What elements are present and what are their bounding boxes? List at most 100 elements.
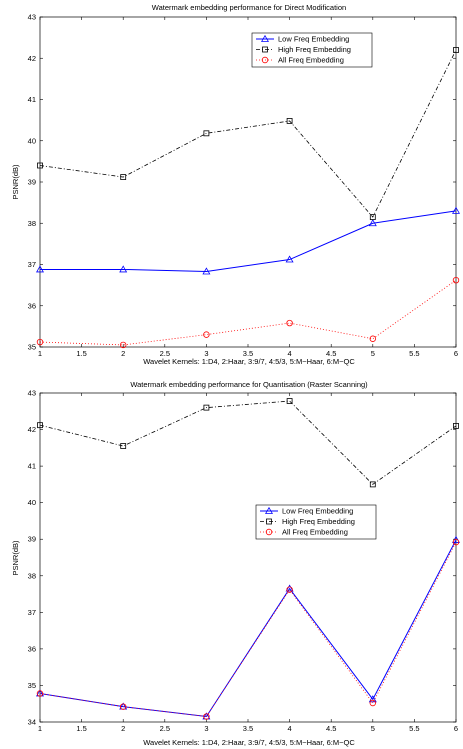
- data-point-triangle: [119, 265, 128, 273]
- data-point-circle: [203, 331, 210, 338]
- series-triangle: [36, 206, 460, 275]
- chart-direct-modification: Watermark embedding performance for Dire…: [11, 3, 460, 366]
- data-point-triangle: [202, 267, 211, 275]
- y-tick-label: 41: [28, 95, 36, 104]
- series-square: [37, 398, 459, 488]
- data-point-square: [286, 118, 293, 124]
- y-tick-label: 40: [28, 498, 36, 507]
- chart-quantisation-raster: Watermark embedding performance for Quan…: [11, 380, 460, 747]
- data-point-square: [37, 422, 43, 429]
- series-circle: [36, 538, 460, 720]
- x-tick-label: 2.5: [160, 349, 170, 358]
- x-axis-label: Wavelet Kernels: 1:D4, 2:Haar, 3:9/7, 4:…: [143, 738, 355, 747]
- chart-title: Watermark embedding performance for Dire…: [152, 3, 346, 12]
- y-tick-label: 38: [28, 219, 36, 228]
- x-tick-label: 1: [38, 349, 42, 358]
- data-point-square: [453, 47, 459, 53]
- data-point-circle: [452, 538, 460, 546]
- data-point-triangle: [368, 695, 377, 703]
- data-point-square: [203, 404, 210, 411]
- data-point-triangle: [36, 265, 44, 273]
- y-tick-label: 42: [28, 425, 36, 434]
- x-tick-label: 5.5: [409, 349, 419, 358]
- legend-label: All Freq Embedding: [278, 56, 344, 65]
- y-axis-label: PSNR(dB): [11, 164, 20, 200]
- y-tick-label: 39: [28, 178, 36, 187]
- y-axis-label: PSNR(dB): [11, 540, 20, 576]
- x-tick-label: 6: [454, 724, 458, 733]
- x-ticks: 1 1.5 2 2.5 3 3.5 4 4.5 5 5.5 6: [38, 393, 458, 733]
- y-tick-label: 40: [28, 136, 36, 145]
- y-ticks: 34 35 36 37 38 39 40 41 42 43: [28, 389, 456, 727]
- series-line: [39, 400, 457, 485]
- series-line: [39, 541, 457, 717]
- y-tick-label: 43: [28, 389, 36, 398]
- series-layer: [36, 47, 460, 349]
- data-point-square: [369, 481, 376, 488]
- x-tick-label: 1.5: [76, 349, 86, 358]
- y-tick-label: 38: [28, 571, 36, 580]
- data-point-square: [37, 162, 43, 169]
- legend-label: Low Freq Embedding: [282, 507, 353, 516]
- series-square: [37, 47, 459, 220]
- data-point-triangle: [285, 255, 294, 263]
- x-tick-label: 5: [371, 724, 375, 733]
- data-point-triangle: [452, 206, 460, 214]
- y-tick-label: 43: [28, 13, 36, 22]
- x-tick-label: 5.5: [409, 724, 419, 733]
- x-axis-label: Wavelet Kernels: 1:D4, 2:Haar, 3:9/7, 4:…: [143, 357, 355, 366]
- x-tick-label: 2.5: [160, 724, 170, 733]
- series-line: [39, 49, 457, 218]
- legend-marker-circle: [265, 528, 273, 536]
- x-ticks: 1 1.5 2 2.5 3 3.5 4 4.5 5 5.5 6: [38, 17, 458, 358]
- legend-label: All Freq Embedding: [282, 528, 348, 537]
- x-tick-label: 3: [204, 349, 208, 358]
- x-tick-label: 4: [288, 724, 292, 733]
- legend-label: Low Freq Embedding: [278, 35, 349, 44]
- x-tick-label: 2: [121, 724, 125, 733]
- legend-label: High Freq Embedding: [278, 45, 351, 54]
- data-point-circle: [286, 586, 293, 593]
- y-tick-label: 39: [28, 535, 36, 544]
- x-tick-label: 5: [371, 349, 375, 358]
- data-point-circle: [119, 703, 127, 710]
- plot-area: [39, 392, 457, 723]
- data-point-circle: [369, 699, 376, 707]
- y-tick-label: 36: [28, 301, 36, 310]
- y-tick-label: 37: [28, 260, 36, 269]
- data-point-square: [369, 214, 376, 220]
- legend-marker-square: [262, 46, 268, 53]
- y-tick-label: 42: [28, 54, 36, 63]
- data-point-square: [203, 130, 210, 137]
- data-point-circle: [119, 341, 127, 349]
- plot-area: [39, 16, 457, 348]
- series-layer: [36, 398, 460, 720]
- data-point-square: [120, 174, 127, 180]
- x-tick-label: 1.5: [76, 724, 86, 733]
- y-tick-label: 34: [28, 718, 36, 727]
- data-point-circle: [36, 338, 44, 346]
- legend-marker-triangle: [261, 34, 269, 42]
- series-line: [40, 210, 457, 273]
- x-tick-label: 4.5: [326, 349, 336, 358]
- x-tick-label: 3: [204, 724, 208, 733]
- x-tick-label: 3.5: [243, 724, 253, 733]
- x-tick-label: 4: [288, 349, 292, 358]
- data-point-triangle: [368, 219, 377, 227]
- legend-marker-square: [266, 518, 272, 525]
- x-tick-label: 3.5: [243, 349, 253, 358]
- y-tick-label: 35: [28, 681, 36, 690]
- series-line: [39, 279, 457, 346]
- data-point-square: [286, 398, 293, 404]
- data-point-circle: [369, 335, 376, 342]
- data-point-circle: [286, 319, 293, 327]
- x-tick-label: 2: [121, 349, 125, 358]
- x-tick-label: 6: [454, 349, 458, 358]
- series-circle: [36, 276, 460, 349]
- y-tick-label: 41: [28, 462, 36, 471]
- legend-marker-triangle: [265, 506, 273, 514]
- legend-marker-circle: [261, 56, 269, 64]
